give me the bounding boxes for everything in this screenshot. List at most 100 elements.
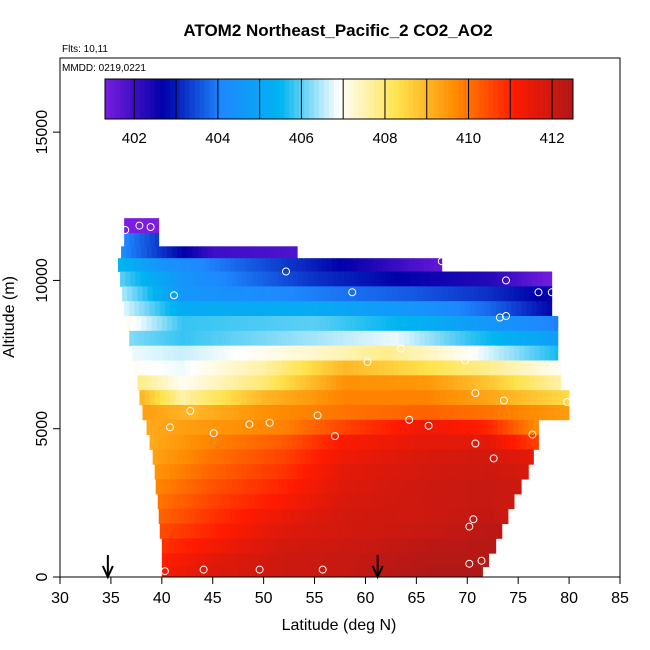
heatmap-cell	[243, 566, 249, 578]
heatmap-cell	[416, 553, 422, 568]
heatmap-cell	[230, 258, 236, 272]
heatmap-cell	[404, 330, 410, 347]
heatmap-cell	[269, 449, 276, 465]
heatmap-cell	[477, 419, 483, 436]
heatmap-cell	[180, 301, 186, 317]
heatmap-cell	[496, 479, 503, 495]
heatmap-cell	[193, 375, 199, 391]
heatmap-cell	[154, 434, 161, 450]
heatmap-cell	[348, 464, 354, 480]
heatmap-cell	[239, 286, 245, 302]
heatmap-cell	[329, 419, 336, 436]
heatmap-cell	[274, 375, 281, 391]
heatmap-cell	[527, 271, 533, 287]
heatmap-cell	[294, 553, 300, 568]
heatmap-cell	[263, 316, 270, 332]
heatmap-cell	[468, 404, 474, 421]
heatmap-cell	[190, 464, 196, 480]
heatmap-cell	[304, 553, 310, 568]
heatmap-cell	[132, 286, 138, 302]
colorbar-swatch	[378, 79, 385, 119]
sample-point	[166, 423, 174, 432]
heatmap-cell	[461, 479, 467, 495]
heatmap-cell	[503, 404, 510, 421]
heatmap-cell	[201, 271, 208, 287]
heatmap-cell	[139, 232, 145, 247]
sample-point	[469, 515, 478, 524]
heatmap-cell	[499, 508, 506, 525]
heatmap-cell	[446, 419, 453, 436]
heatmap-cell	[407, 345, 413, 361]
colorbar-swatch	[428, 79, 435, 119]
heatmap-cell	[159, 434, 166, 450]
heatmap-cell	[431, 538, 438, 554]
heatmap-cell	[334, 553, 341, 568]
heatmap-cell	[305, 493, 311, 510]
heatmap-cell	[294, 316, 300, 332]
heatmap-cell	[236, 523, 242, 539]
sample-point	[154, 365, 163, 374]
heatmap-cell	[245, 258, 251, 272]
heatmap-cell	[190, 301, 196, 317]
heatmap-cell	[368, 464, 374, 480]
heatmap-cell	[424, 390, 430, 406]
colorbar-swatch	[259, 79, 265, 119]
heatmap-cell	[449, 330, 456, 347]
colorbar-swatch	[329, 79, 335, 119]
heatmap-cell	[464, 508, 470, 525]
heatmap-cell	[391, 286, 398, 302]
colorbar-swatch	[299, 79, 305, 119]
heatmap-cell	[312, 390, 318, 406]
heatmap-cell	[178, 286, 184, 302]
heatmap-cell	[244, 449, 250, 465]
heatmap-cell	[126, 246, 132, 259]
heatmap-cell	[213, 404, 220, 421]
heatmap-cell	[249, 449, 255, 465]
heatmap-cell	[217, 316, 224, 332]
heatmap-cell	[139, 218, 145, 234]
heatmap-cell	[447, 404, 454, 421]
heatmap-cell	[273, 538, 280, 554]
heatmap-cell	[281, 360, 288, 376]
heatmap-cell	[229, 286, 235, 302]
sample-point	[477, 556, 486, 565]
heatmap-cell	[493, 286, 500, 302]
heatmap-cell	[233, 316, 239, 332]
heatmap-cell	[551, 360, 558, 376]
heatmap-cell	[315, 286, 322, 302]
heatmap-cell	[461, 271, 467, 287]
heatmap-cell	[465, 523, 471, 539]
heatmap-cell	[340, 538, 346, 554]
heatmap-cell	[276, 523, 283, 539]
heatmap-cell	[534, 375, 540, 391]
heatmap-cell	[390, 553, 397, 568]
heatmap-cell	[467, 419, 473, 436]
heatmap-cell	[259, 286, 266, 302]
heatmap-cell	[157, 286, 164, 302]
colorbar-swatch	[164, 79, 171, 119]
heatmap-cell	[236, 360, 242, 376]
heatmap-cell	[329, 566, 336, 578]
heatmap-cell	[295, 449, 301, 465]
heatmap-cell	[211, 271, 218, 287]
heatmap-cell	[362, 258, 368, 272]
heatmap-cell	[371, 404, 378, 421]
heatmap-cell	[431, 316, 438, 332]
heatmap-cell	[366, 404, 372, 421]
heatmap-cell	[447, 493, 454, 510]
heatmap-cell	[417, 493, 423, 510]
sample-point	[265, 418, 274, 427]
heatmap-cell	[402, 345, 408, 361]
heatmap-cell	[295, 375, 301, 391]
heatmap-cell	[187, 566, 193, 578]
heatmap-cell	[239, 345, 245, 361]
heatmap-cell	[388, 360, 395, 376]
heatmap-cell	[414, 301, 420, 317]
heatmap-cell	[346, 449, 352, 465]
heatmap-cell	[204, 508, 211, 525]
heatmap-cell	[166, 538, 173, 554]
heatmap-cell	[453, 449, 459, 465]
heatmap-cell	[444, 360, 451, 376]
heatmap-cell	[402, 449, 408, 465]
heatmap-cell	[319, 538, 326, 554]
